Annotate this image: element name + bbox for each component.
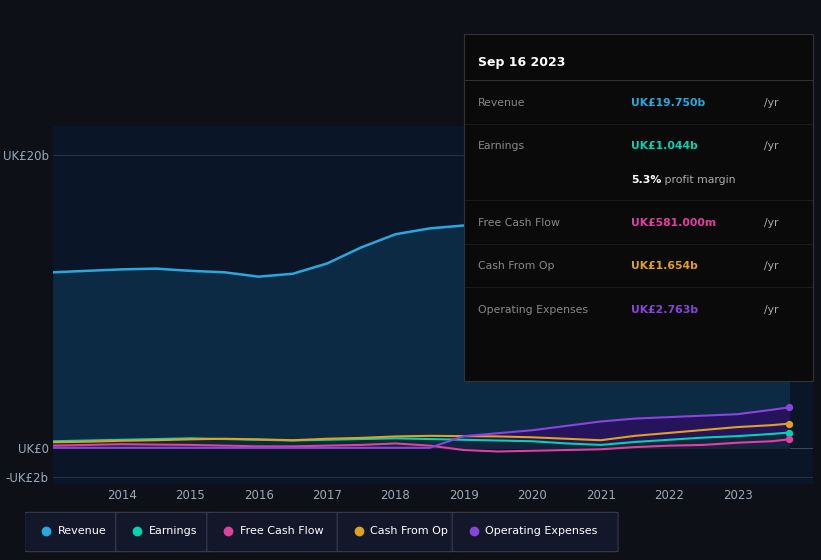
Text: UK£19.750b: UK£19.750b — [631, 98, 705, 108]
FancyBboxPatch shape — [337, 512, 456, 552]
Text: /yr: /yr — [764, 142, 778, 151]
Text: /yr: /yr — [764, 98, 778, 108]
Text: Sep 16 2023: Sep 16 2023 — [478, 55, 565, 68]
Text: Earnings: Earnings — [149, 526, 197, 536]
Text: Operating Expenses: Operating Expenses — [485, 526, 598, 536]
Text: Free Cash Flow: Free Cash Flow — [240, 526, 323, 536]
Text: UK£1.044b: UK£1.044b — [631, 142, 698, 151]
Text: /yr: /yr — [764, 305, 778, 315]
Text: Cash From Op: Cash From Op — [478, 261, 554, 271]
FancyBboxPatch shape — [25, 512, 122, 552]
Text: Free Cash Flow: Free Cash Flow — [478, 218, 560, 228]
Text: /yr: /yr — [764, 218, 778, 228]
Point — [782, 435, 796, 444]
Point — [782, 428, 796, 437]
Text: Operating Expenses: Operating Expenses — [478, 305, 588, 315]
Text: Cash From Op: Cash From Op — [370, 526, 448, 536]
Point — [782, 403, 796, 412]
Text: Revenue: Revenue — [478, 98, 525, 108]
Point — [782, 419, 796, 428]
Text: UK£1.654b: UK£1.654b — [631, 261, 698, 271]
Text: UK£581.000m: UK£581.000m — [631, 218, 717, 228]
FancyBboxPatch shape — [116, 512, 212, 552]
Text: 5.3%: 5.3% — [631, 175, 662, 185]
Text: profit margin: profit margin — [661, 175, 736, 185]
Text: Revenue: Revenue — [57, 526, 107, 536]
Point — [782, 155, 796, 164]
Text: /yr: /yr — [764, 261, 778, 271]
FancyBboxPatch shape — [452, 512, 618, 552]
Text: Earnings: Earnings — [478, 142, 525, 151]
FancyBboxPatch shape — [207, 512, 342, 552]
Text: UK£2.763b: UK£2.763b — [631, 305, 699, 315]
